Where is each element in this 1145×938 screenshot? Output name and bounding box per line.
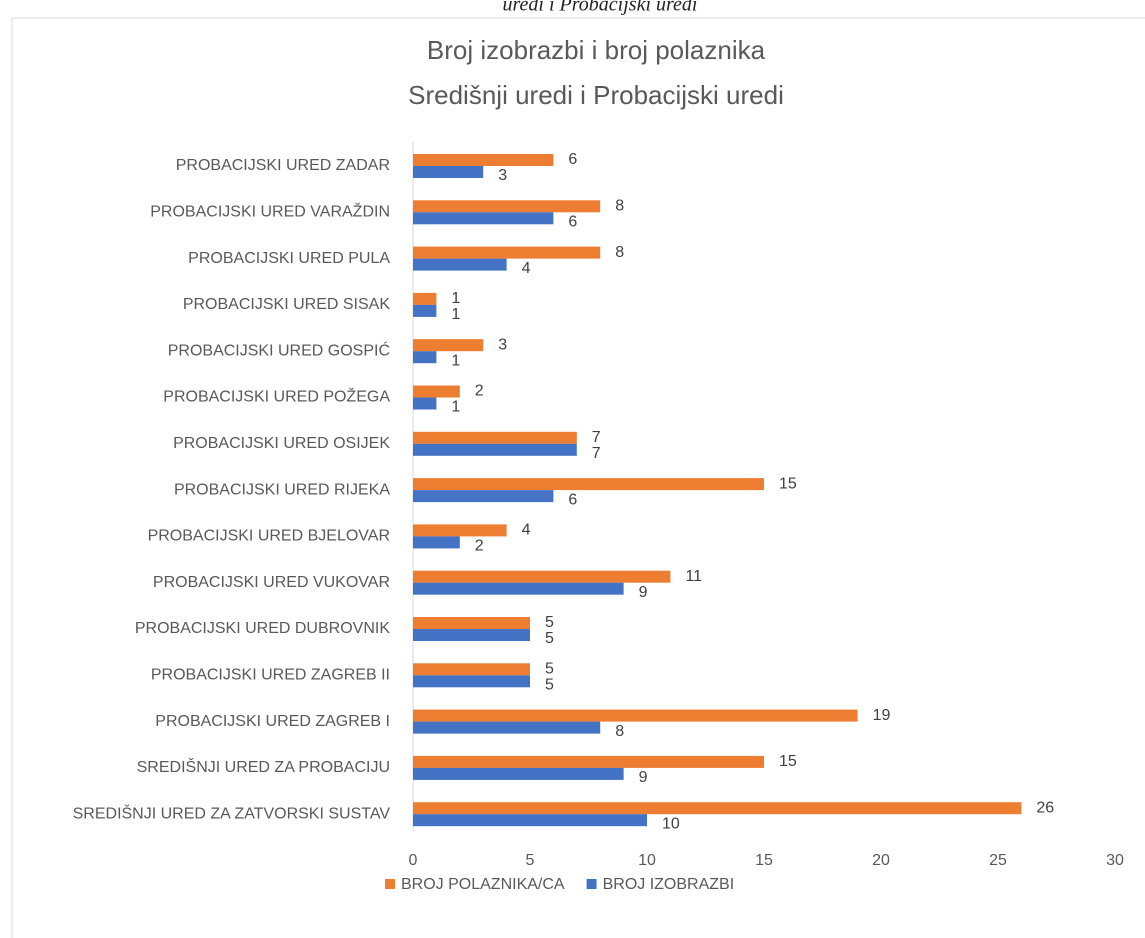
bar <box>413 443 577 456</box>
y-tick-label: PROBACIJSKI URED RIJEKA <box>174 481 390 498</box>
data-label: 11 <box>685 568 702 585</box>
bar <box>413 675 530 688</box>
y-tick-label: SREDIŠNJI URED ZA PROBACIJU <box>137 757 390 776</box>
y-tick-label: PROBACIJSKI URED SISAK <box>183 296 390 313</box>
x-tick-label: 20 <box>872 852 890 869</box>
bar <box>413 629 530 641</box>
bar <box>413 166 484 178</box>
y-tick-label: PROBACIJSKI URED BJELOVAR <box>148 528 390 545</box>
legend-swatch <box>385 879 395 889</box>
bar <box>413 154 554 166</box>
data-label: 4 <box>522 260 531 277</box>
bar <box>413 304 437 317</box>
y-tick-label: PROBACIJSKI URED ZAGREB I <box>155 713 390 730</box>
x-tick-label: 5 <box>526 852 535 869</box>
bar <box>413 212 554 225</box>
data-label: 6 <box>568 214 577 231</box>
y-tick-label: PROBACIJSKI URED VUKOVAR <box>153 574 390 591</box>
data-label: 2 <box>475 383 484 400</box>
legend-swatch <box>586 879 597 889</box>
data-label: 2 <box>475 538 484 555</box>
data-label: 7 <box>592 429 601 446</box>
y-tick-label: PROBACIJSKI URED PULA <box>188 250 390 267</box>
bar <box>413 709 858 722</box>
bar <box>413 802 1022 815</box>
chart-border <box>11 17 1145 938</box>
bar <box>413 536 460 549</box>
bar <box>413 246 601 259</box>
legend-label: BROJ POLAZNIKA/CA <box>401 876 565 893</box>
chart-title: Broj izobrazbi i broj polaznika <box>427 35 766 65</box>
data-label: 5 <box>545 677 554 694</box>
x-tick-label: 25 <box>989 852 1007 869</box>
bar <box>413 490 554 503</box>
data-label: 1 <box>451 352 460 369</box>
data-label: 9 <box>639 584 648 601</box>
y-tick-label: PROBACIJSKI URED GOSPIĆ <box>168 340 390 359</box>
bar <box>413 814 647 827</box>
bar <box>413 292 437 305</box>
bar <box>413 663 530 676</box>
legend-label: BROJ IZOBRAZBI <box>603 876 735 893</box>
data-label: 5 <box>545 630 554 647</box>
y-tick-label: PROBACIJSKI URED OSIJEK <box>173 435 390 452</box>
data-label: 5 <box>545 661 554 678</box>
bar <box>413 478 764 491</box>
data-label: 1 <box>451 290 460 307</box>
x-tick-label: 10 <box>638 852 656 869</box>
data-label: 26 <box>1036 799 1054 816</box>
data-label: 9 <box>639 769 648 786</box>
y-tick-label: SREDIŠNJI URED ZA ZATVORSKI SUSTAV <box>73 803 391 822</box>
y-tick-label: PROBACIJSKI URED ZADAR <box>176 157 390 174</box>
data-label: 6 <box>568 151 577 168</box>
data-label: 1 <box>451 306 460 323</box>
data-label: 15 <box>779 475 797 492</box>
y-tick-label: PROBACIJSKI URED DUBROVNIK <box>135 620 390 637</box>
bar <box>413 617 530 629</box>
bar <box>413 385 460 398</box>
bar <box>413 397 437 410</box>
bar <box>413 258 507 271</box>
bar <box>413 721 601 734</box>
data-label: 6 <box>568 491 577 508</box>
data-label: 3 <box>498 336 507 353</box>
bar <box>413 339 484 352</box>
y-tick-label: PROBACIJSKI URED ZAGREB II <box>151 667 390 684</box>
bar <box>413 431 577 444</box>
x-tick-label: 15 <box>755 852 773 869</box>
x-tick-label: 30 <box>1106 852 1124 869</box>
y-tick-label: PROBACIJSKI URED VARAŽDIN <box>150 202 390 221</box>
bar <box>413 200 601 213</box>
data-label: 4 <box>522 522 531 539</box>
caption: uredi i Probacijski uredi <box>503 0 698 16</box>
data-label: 1 <box>451 399 460 416</box>
data-label: 8 <box>615 723 624 740</box>
y-tick-label: PROBACIJSKI URED POŽEGA <box>163 387 390 406</box>
bar <box>413 582 624 595</box>
bar <box>413 524 507 537</box>
bar <box>413 755 764 768</box>
bar <box>413 570 671 583</box>
data-label: 8 <box>615 244 624 261</box>
bar <box>413 767 624 780</box>
bar <box>413 351 437 364</box>
data-label: 7 <box>592 445 601 462</box>
data-label: 3 <box>498 167 507 184</box>
data-label: 8 <box>615 198 624 215</box>
data-label: 19 <box>873 707 891 724</box>
x-tick-label: 0 <box>409 852 418 869</box>
chart-subtitle: Središnji uredi i Probacijski uredi <box>408 80 784 110</box>
data-label: 5 <box>545 614 554 631</box>
data-label: 15 <box>779 753 797 770</box>
data-label: 10 <box>662 815 680 832</box>
